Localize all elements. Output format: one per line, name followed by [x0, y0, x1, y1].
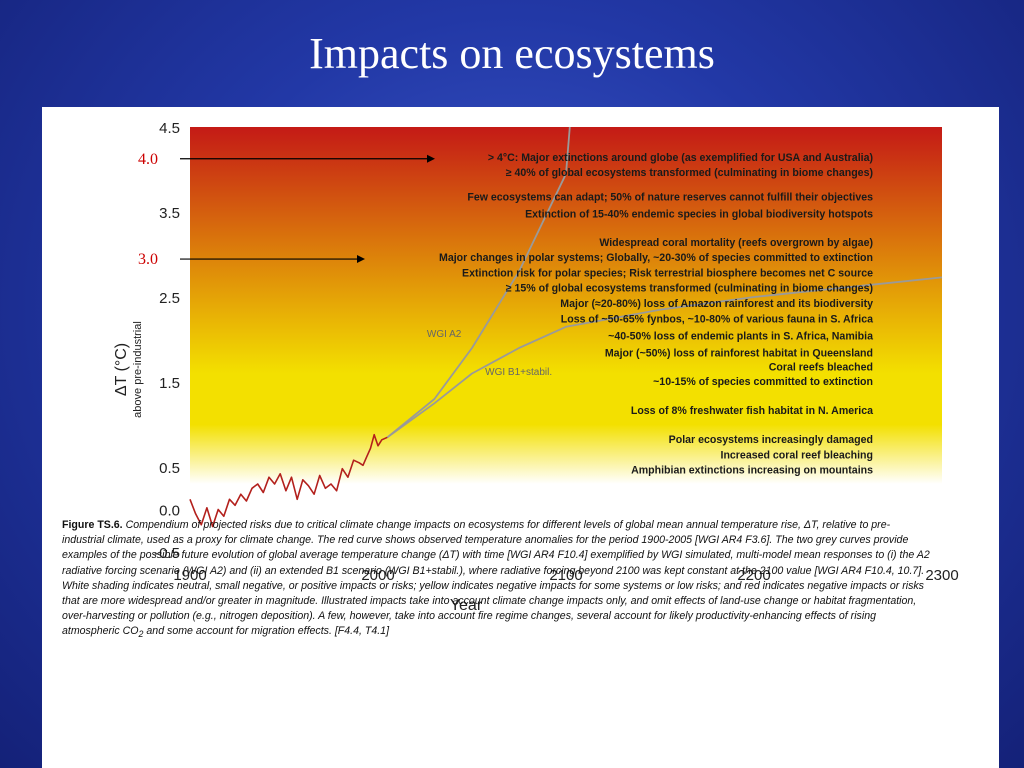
- x-tick-label: 2300: [925, 567, 958, 584]
- y-tick-label: 3.5: [159, 205, 180, 222]
- threshold-arrow-head: [357, 255, 365, 264]
- x-axis-title: Year: [450, 597, 483, 614]
- threshold-marker-label: 3.0: [138, 251, 158, 268]
- y-tick-label: 1.5: [159, 375, 180, 392]
- caption-tail: and some account for migration effects. …: [143, 625, 390, 638]
- x-tick-label: 2200: [737, 567, 770, 584]
- series-line-wgi-b1-stabil-: [386, 276, 943, 439]
- impact-annotation: Major (~50%) loss of rainforest habitat …: [605, 347, 873, 359]
- caption-subscript: 2: [138, 629, 144, 640]
- impact-annotation: Extinction of 15-40% endemic species in …: [525, 209, 873, 221]
- figure-caption: Figure TS.6. Compendium of projected ris…: [62, 518, 932, 643]
- impact-annotation: ~40-50% loss of endemic plants in S. Afr…: [608, 330, 873, 342]
- y-tick-label: 0.0: [159, 503, 180, 520]
- y-tick-label: 2.5: [159, 290, 180, 307]
- threshold-arrow-head: [427, 154, 435, 163]
- y-tick-label: 4.5: [159, 120, 180, 137]
- impact-annotation: > 4°C: Major extinctions around globe (a…: [488, 152, 873, 164]
- x-tick-label: 2100: [549, 567, 582, 584]
- impact-annotation: ≥ 15% of global ecosystems transformed (…: [506, 283, 873, 295]
- series-label: WGI B1+stabil.: [485, 367, 552, 378]
- x-tick-label: 2000: [361, 567, 394, 584]
- caption-body: Compendium of projected risks due to cri…: [62, 519, 930, 638]
- caption-heading: Figure TS.6.: [62, 519, 123, 531]
- y-tick-label: -0.5: [154, 545, 180, 562]
- slide-title: Impacts on ecosystems: [309, 29, 715, 78]
- series-label: WGI A2: [427, 329, 462, 340]
- series-line-wgi-a2: [386, 126, 571, 438]
- impact-annotation: Major (≈20-80%) loss of Amazon rainfores…: [560, 298, 873, 310]
- impact-annotation: ≥ 40% of global ecosystems transformed (…: [506, 167, 873, 179]
- impact-annotation: Coral reefs bleached: [769, 362, 873, 374]
- impact-annotation: Loss of ~50-65% fynbos, ~10-80% of vario…: [561, 313, 873, 325]
- impacts-chart: WGI A2 WGI B1+stabil. > 4°C: Major extinc…: [113, 120, 959, 614]
- y-axis-title: ΔT (°C): [113, 343, 130, 396]
- threshold-marker-label: 4.0: [138, 151, 158, 168]
- impact-annotation: Loss of 8% freshwater fish habitat in N.…: [631, 405, 873, 417]
- figure-panel: WGI A2 WGI B1+stabil. > 4°C: Major extinc…: [42, 107, 999, 768]
- impact-annotation: ~10-15% of species committed to extincti…: [653, 376, 873, 388]
- y-tick-label: 0.5: [159, 460, 180, 477]
- impact-annotation: Polar ecosystems increasingly damaged: [669, 434, 873, 446]
- x-tick-label: 1900: [173, 567, 206, 584]
- impact-annotation: Few ecosystems can adapt; 50% of nature …: [467, 192, 873, 204]
- impact-annotation: Amphibian extinctions increasing on moun…: [631, 465, 873, 477]
- y-axis-subtitle: above pre-industrial: [132, 321, 144, 418]
- impact-annotation: Widespread coral mortality (reefs overgr…: [599, 237, 873, 249]
- impact-annotation: Increased coral reef bleaching: [721, 449, 874, 461]
- series-line-observed: [189, 433, 388, 528]
- impact-annotation: Extinction risk for polar species; Risk …: [462, 267, 873, 279]
- risk-gradient-background: [190, 127, 942, 552]
- impact-annotation: Major changes in polar systems; Globally…: [439, 252, 873, 264]
